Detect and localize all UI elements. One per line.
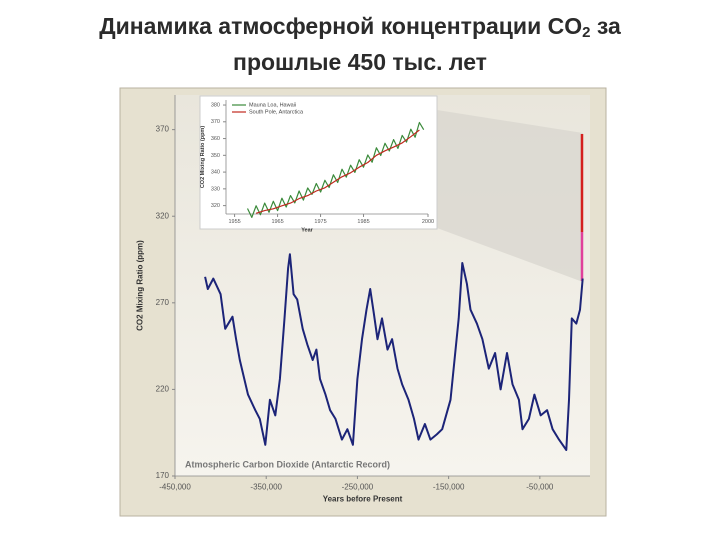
inset-frame <box>199 95 438 230</box>
y-tick-label: 360 <box>211 136 220 142</box>
x-tick-label: 1985 <box>357 219 369 225</box>
legend-label: Mauna Loa, Hawaii <box>249 102 296 108</box>
y-tick-label: 170 <box>156 471 170 480</box>
title: Динамика атмосферной концентрации CO2 за… <box>0 8 720 80</box>
y-tick-label: 350 <box>211 153 220 159</box>
x-tick-label: -150,000 <box>433 482 465 491</box>
y-tick-label: 320 <box>211 203 220 209</box>
zoom-wedge <box>437 110 583 282</box>
title-text: прошлые 450 тыс. лет <box>233 49 487 75</box>
data-line <box>204 253 584 451</box>
annotation: Atmospheric Carbon Dioxide (Antarctic Re… <box>185 459 390 469</box>
inset-chart: 320 330 340 350 360 370 380 1955 1965 1975 1985 200… <box>200 100 434 233</box>
x-tick-label: 1975 <box>314 219 326 225</box>
x-tick-label: 1955 <box>228 219 240 225</box>
main-chart: 170 220 270 320 370 -450,000 -350,000 -250,000 -… <box>136 95 590 503</box>
title-subscript: 2 <box>582 24 591 41</box>
y-tick-label: 370 <box>156 125 170 134</box>
x-tick-label: 1965 <box>271 219 283 225</box>
x-tick-label: 2000 <box>422 219 434 225</box>
y-axis-label: CO2 Mixing Ratio (ppm) <box>200 126 206 189</box>
x-tick-label: -250,000 <box>342 482 374 491</box>
title-text: Динамика атмосферной концентрации CO <box>99 13 583 39</box>
data-line <box>255 129 420 214</box>
title-text: за <box>596 13 621 39</box>
y-axis-label: CO2 Mixing Ratio (ppm) <box>136 240 145 331</box>
y-tick-label: 220 <box>156 385 170 394</box>
x-axis-label: Years before Present <box>323 494 403 503</box>
x-tick-label: -450,000 <box>159 482 191 491</box>
y-tick-label: 370 <box>211 119 220 125</box>
y-tick-label: 270 <box>156 298 170 307</box>
x-tick-label: -50,000 <box>526 482 554 491</box>
y-tick-label: 320 <box>156 211 170 220</box>
y-tick-label: 330 <box>211 186 220 192</box>
legend-label: South Pole, Antarctica <box>249 109 304 115</box>
y-tick-label: 340 <box>211 170 220 176</box>
data-line <box>246 121 425 218</box>
x-tick-label: -350,000 <box>250 482 282 491</box>
x-axis-label: Year <box>301 227 313 233</box>
y-tick-label: 380 <box>211 102 220 108</box>
